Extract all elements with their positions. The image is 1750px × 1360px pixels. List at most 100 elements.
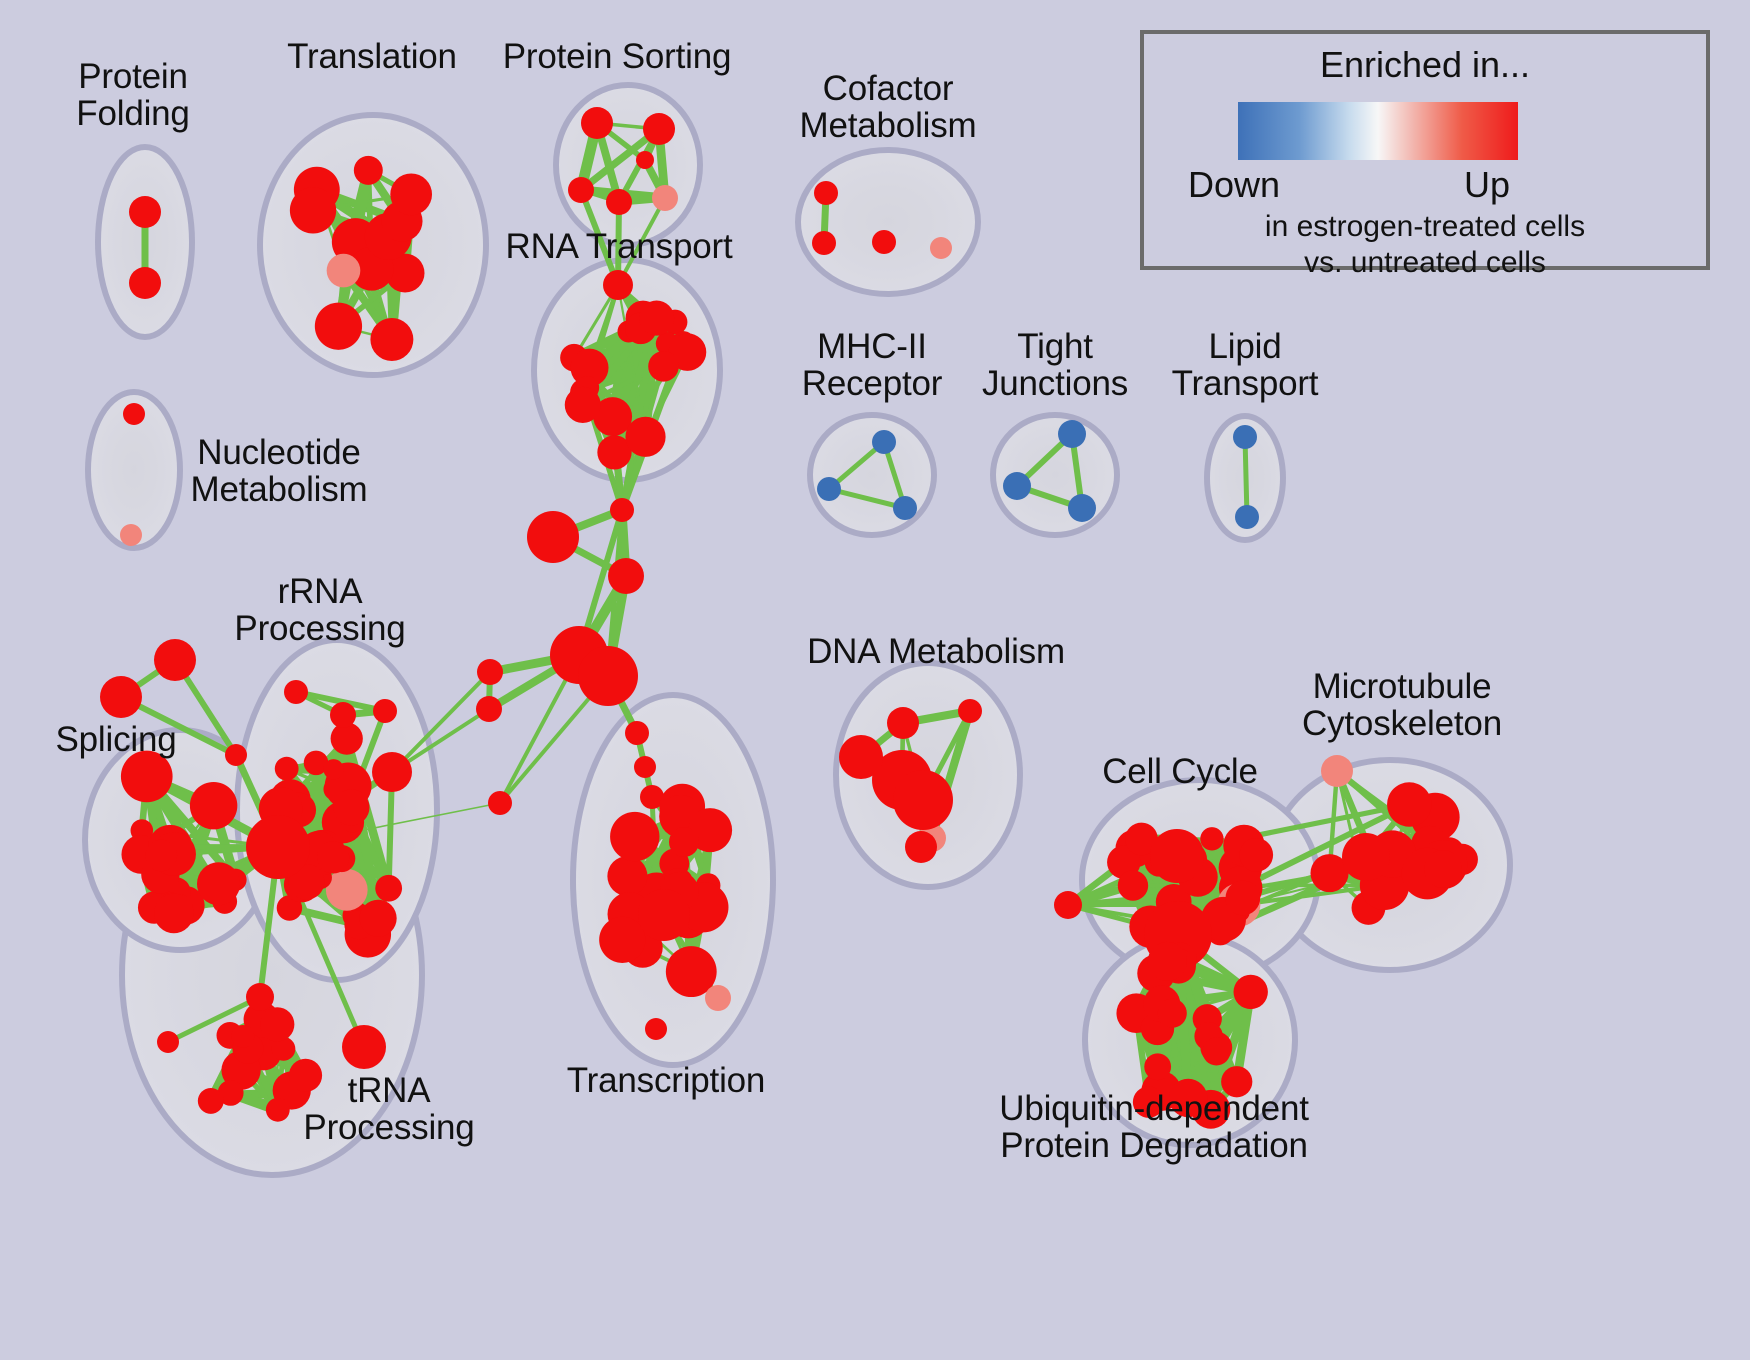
node-rrna-processing: [375, 874, 403, 902]
node-rrna-hub: [246, 815, 310, 879]
node-splicing: [154, 893, 194, 934]
legend-box: Enriched in... Down Up in estrogen-treat…: [1140, 30, 1710, 279]
network-edge: [619, 315, 660, 513]
node-ubiquitin: [1168, 1078, 1208, 1118]
node-protein-sorting: [636, 151, 654, 169]
node-translation: [289, 187, 337, 234]
node-tight-junctions: [1068, 494, 1096, 522]
node-protein-sorting: [568, 177, 594, 203]
node-transcription: [645, 1018, 667, 1040]
node-translation: [385, 253, 425, 293]
node-backbone: [477, 659, 503, 685]
node-cofactor-metabolism: [814, 181, 838, 205]
node-microtubule: [1387, 782, 1432, 827]
node-splicing: [196, 862, 241, 906]
node-trna-processing: [288, 1058, 323, 1092]
node-transcription: [669, 827, 699, 857]
node-backbone: [625, 721, 649, 745]
node-mhc-ii: [893, 496, 917, 520]
network-edge: [616, 196, 667, 287]
legend-title: Enriched in...: [1319, 44, 1531, 85]
node-transcription: [665, 946, 717, 997]
network-edge: [826, 486, 908, 511]
node-rrna-processing: [288, 863, 325, 900]
hull-cofactor-metabolism: [795, 147, 981, 297]
node-translation: [353, 155, 383, 185]
node-rrna-processing: [330, 702, 356, 728]
node-splicing: [120, 750, 173, 803]
node-protein-folding: [129, 196, 161, 228]
node-ubiquitin: [1132, 1086, 1165, 1118]
node-trna-processing: [231, 1024, 255, 1048]
legend-caption-line1: in estrogen-treated cells: [1264, 210, 1586, 243]
node-rna-transport: [668, 333, 707, 371]
node-backbone: [640, 785, 664, 809]
node-ubiquitin: [1147, 941, 1187, 982]
node-rna-transport: [648, 351, 679, 382]
node-trna-processing: [197, 1087, 224, 1114]
node-splicing: [154, 639, 196, 681]
node-backbone: [527, 511, 579, 563]
node-microtubule: [1321, 755, 1353, 787]
node-rrna-processing: [316, 841, 350, 874]
hull-nucleotide-metabolism: [85, 389, 183, 551]
node-dna-metabolism: [893, 770, 953, 830]
node-trna-processing: [246, 983, 274, 1011]
node-transcription: [610, 811, 660, 862]
node-rna-transport: [593, 397, 633, 437]
node-rrna-processing: [372, 752, 412, 792]
node-ubiquitin: [1144, 1053, 1172, 1081]
node-rrna-processing: [276, 895, 303, 921]
node-rna-transport: [597, 435, 632, 470]
node-mhc-ii: [817, 477, 841, 501]
node-microtubule: [1342, 833, 1390, 881]
network-edge: [1242, 434, 1250, 520]
node-lipid-transport: [1233, 425, 1257, 449]
node-microtubule: [1424, 850, 1462, 888]
node-dna-metabolism: [905, 831, 937, 863]
node-transcription: [688, 808, 733, 853]
node-transcription: [705, 985, 731, 1011]
node-microtubule: [1310, 854, 1349, 893]
node-nucleotide-metabolism: [123, 403, 145, 425]
node-rrna-processing: [359, 899, 397, 937]
node-tight-junctions: [1058, 420, 1086, 448]
network-edge: [577, 125, 663, 194]
node-rrna-processing: [333, 789, 370, 826]
node-cell-cycle: [1200, 827, 1224, 851]
node-rna-transport: [625, 416, 666, 457]
node-ubiquitin: [1157, 998, 1187, 1028]
node-protein-sorting: [581, 107, 613, 139]
node-lipid-transport: [1235, 505, 1259, 529]
node-transcription: [599, 916, 646, 963]
network-edge: [390, 670, 492, 774]
node-ubiquitin: [1233, 974, 1268, 1010]
node-splicing: [225, 744, 247, 766]
node-mhc-ii: [872, 430, 896, 454]
node-rrna-processing: [284, 680, 308, 704]
node-translation: [314, 302, 363, 350]
node-translation: [326, 253, 361, 288]
node-trna-processing: [260, 1007, 295, 1042]
node-trna-processing: [265, 1097, 290, 1122]
legend-colorbar: [1238, 102, 1518, 160]
node-protein-folding: [129, 267, 161, 299]
node-rrna-processing: [330, 722, 363, 755]
node-dna-metabolism: [887, 707, 919, 739]
node-rrna-processing: [325, 868, 368, 911]
node-rna-transport: [570, 348, 609, 387]
network-edge: [293, 689, 388, 714]
node-backbone: [476, 696, 502, 722]
legend-up-label: Up: [1464, 164, 1511, 205]
node-trna-processing: [157, 1031, 179, 1053]
node-rrna-processing: [274, 756, 299, 781]
network-edge: [1237, 801, 1413, 891]
node-backbone: [488, 791, 512, 815]
node-cell-cycle: [1117, 870, 1149, 901]
hull-mhc-ii-receptor: [807, 412, 937, 538]
node-nucleotide-metabolism: [120, 524, 142, 546]
node-cell-cycle: [1125, 822, 1158, 856]
node-cofactor-metabolism: [930, 237, 952, 259]
